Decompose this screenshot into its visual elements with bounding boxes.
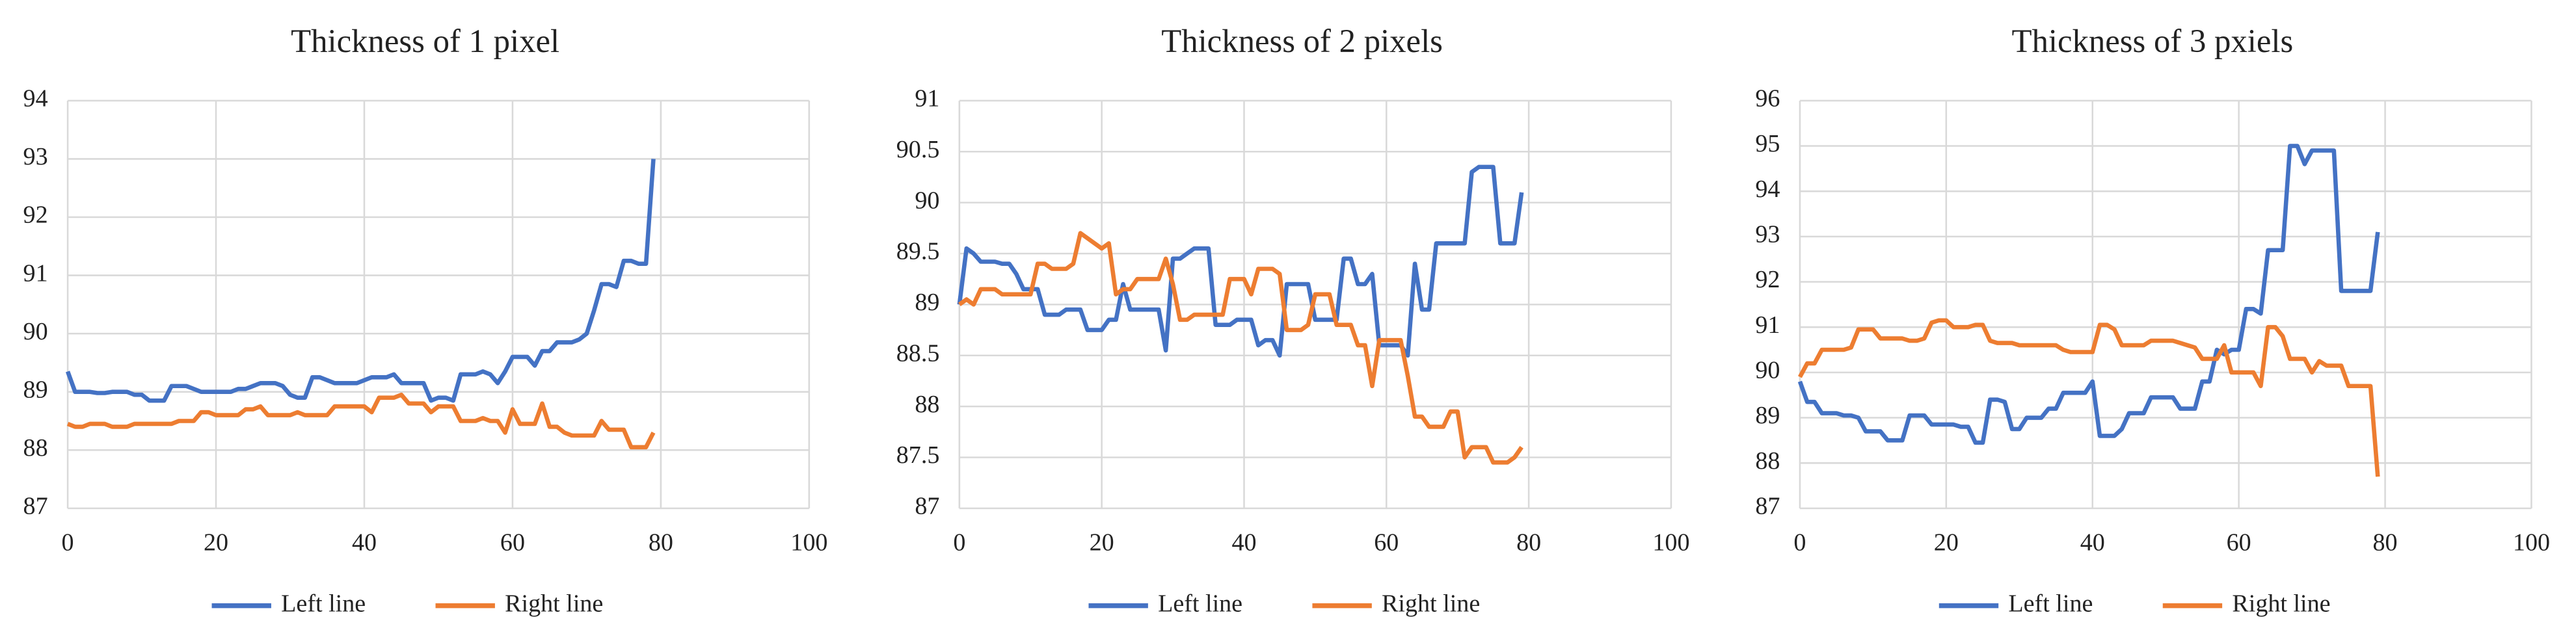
y-tick-label: 92 <box>23 202 48 229</box>
series-line <box>957 164 1524 358</box>
y-tick-label: 89 <box>1755 402 1780 429</box>
x-tick-label: 0 <box>953 529 965 556</box>
y-tick-label: 90 <box>915 187 939 214</box>
series-line <box>1797 144 2380 445</box>
x-tick-label: 80 <box>2373 529 2398 556</box>
x-tick-label: 60 <box>1374 529 1399 556</box>
y-tick-label: 93 <box>23 143 48 170</box>
x-tick-label: 0 <box>62 529 74 556</box>
y-tick-label: 90.5 <box>896 136 940 163</box>
y-tick-label: 88.5 <box>896 339 940 367</box>
y-tick-label: 87 <box>23 493 48 520</box>
x-tick-label: 40 <box>352 529 377 556</box>
y-tick-label: 94 <box>23 85 48 112</box>
y-tick-label: 89.5 <box>896 238 940 265</box>
legend-label: Left line <box>2008 590 2093 617</box>
y-tick-label: 87 <box>1755 493 1780 520</box>
series-line <box>66 392 656 450</box>
y-tick-label: 89 <box>23 376 48 403</box>
x-tick-label: 80 <box>1516 529 1541 556</box>
x-tick-label: 60 <box>500 529 525 556</box>
chart-title: Thickness of 3 pxiels <box>2012 23 2294 59</box>
legend-label: Right line <box>505 590 603 617</box>
series-line <box>1798 318 2380 477</box>
legend-label: Right line <box>2232 590 2330 617</box>
y-tick-label: 90 <box>1755 357 1780 384</box>
series-line <box>65 159 656 403</box>
y-tick-label: 89 <box>915 289 939 316</box>
x-tick-label: 20 <box>1934 529 1959 556</box>
y-tick-label: 91 <box>23 259 48 287</box>
y-tick-label: 91 <box>1755 311 1780 339</box>
y-tick-label: 88 <box>915 391 939 418</box>
legend-label: Left line <box>1158 590 1242 617</box>
y-tick-label: 87 <box>915 493 939 520</box>
y-tick-label: 96 <box>1755 85 1780 112</box>
legend-label: Left line <box>281 590 366 617</box>
x-tick-label: 80 <box>649 529 673 556</box>
x-tick-label: 40 <box>1231 529 1256 556</box>
x-tick-label: 20 <box>1090 529 1114 556</box>
legend-label: Right line <box>1382 590 1480 617</box>
x-tick-label: 60 <box>2227 529 2251 556</box>
x-tick-label: 100 <box>790 529 827 556</box>
x-tick-label: 20 <box>204 529 228 556</box>
x-tick-label: 100 <box>1652 529 1689 556</box>
y-tick-label: 93 <box>1755 221 1780 248</box>
x-tick-label: 40 <box>2080 529 2105 556</box>
chart-title: Thickness of 1 pixel <box>291 23 559 59</box>
y-tick-label: 88 <box>1755 447 1780 475</box>
y-tick-label: 92 <box>1755 266 1780 293</box>
y-tick-label: 88 <box>23 434 48 462</box>
y-tick-label: 95 <box>1755 130 1780 157</box>
y-tick-label: 91 <box>915 85 939 112</box>
x-tick-label: 0 <box>1793 529 1806 556</box>
series-line <box>958 231 1523 465</box>
y-tick-label: 94 <box>1755 176 1780 203</box>
y-tick-label: 90 <box>23 318 48 345</box>
y-tick-label: 87.5 <box>896 441 940 469</box>
x-tick-label: 100 <box>2513 529 2550 556</box>
chart-title: Thickness of 2 pixels <box>1161 23 1443 59</box>
